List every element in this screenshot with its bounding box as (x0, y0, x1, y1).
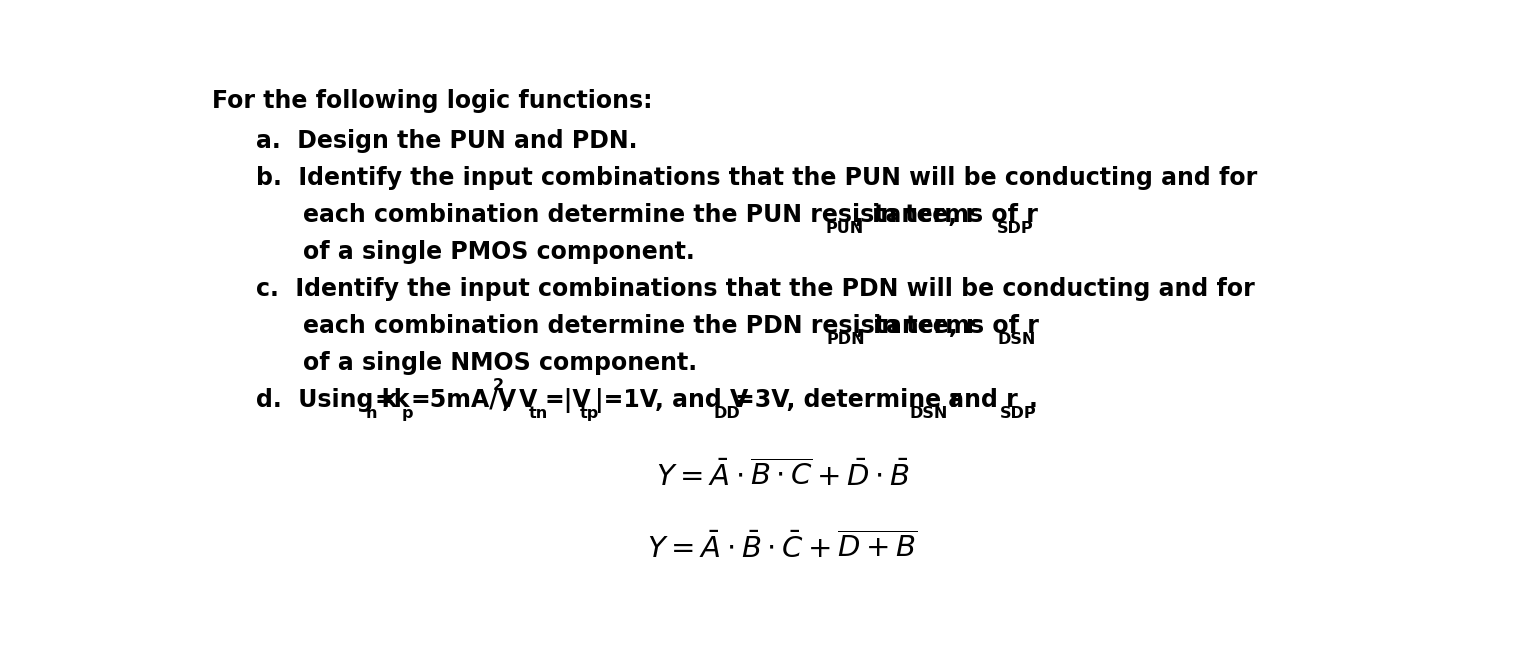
Text: SDP: SDP (1000, 406, 1037, 421)
Text: |=1V, and V: |=1V, and V (596, 388, 748, 413)
Text: and r: and r (939, 388, 1017, 412)
Text: d.  Using k: d. Using k (257, 388, 397, 412)
Text: For the following logic functions:: For the following logic functions: (212, 89, 652, 113)
Text: =k: =k (374, 388, 409, 412)
Text: DD: DD (715, 406, 741, 421)
Text: 2: 2 (493, 378, 504, 394)
Text: b.  Identify the input combinations that the PUN will be conducting and for: b. Identify the input combinations that … (257, 166, 1257, 190)
Text: p: p (402, 406, 414, 421)
Text: of a single PMOS component.: of a single PMOS component. (304, 239, 695, 263)
Text: PDN: PDN (826, 332, 864, 347)
Text: tn: tn (530, 406, 548, 421)
Text: =3V, determine r: =3V, determine r (734, 388, 960, 412)
Text: DSN: DSN (997, 332, 1037, 347)
Text: n: n (365, 406, 377, 421)
Text: SDP: SDP (997, 221, 1034, 236)
Text: .: . (1028, 388, 1037, 412)
Text: tp: tp (580, 406, 600, 421)
Text: each combination determine the PDN resistance, r: each combination determine the PDN resis… (304, 313, 977, 338)
Text: of a single NMOS component.: of a single NMOS component. (304, 351, 698, 375)
Text: DSN: DSN (910, 406, 948, 421)
Text: c.  Identify the input combinations that the PDN will be conducting and for: c. Identify the input combinations that … (257, 277, 1255, 301)
Text: each combination determine the PUN resistance, r: each combination determine the PUN resis… (304, 203, 977, 227)
Text: =5mA/V: =5mA/V (411, 388, 518, 412)
Text: a.  Design the PUN and PDN.: a. Design the PUN and PDN. (257, 129, 637, 153)
Text: $Y = \bar{A} \cdot \overline{B \cdot C} + \bar{D} \cdot \bar{B}$: $Y = \bar{A} \cdot \overline{B \cdot C} … (655, 460, 910, 492)
Text: PUN: PUN (826, 221, 864, 236)
Text: , V: , V (502, 388, 538, 412)
Text: $Y = \bar{A} \cdot \bar{B} \cdot \bar{C} + \overline{D + B}$: $Y = \bar{A} \cdot \bar{B} \cdot \bar{C}… (647, 532, 918, 564)
Text: , in terms of r: , in terms of r (857, 313, 1038, 338)
Text: =|V: =|V (544, 388, 591, 413)
Text: , in terms of r: , in terms of r (855, 203, 1038, 227)
